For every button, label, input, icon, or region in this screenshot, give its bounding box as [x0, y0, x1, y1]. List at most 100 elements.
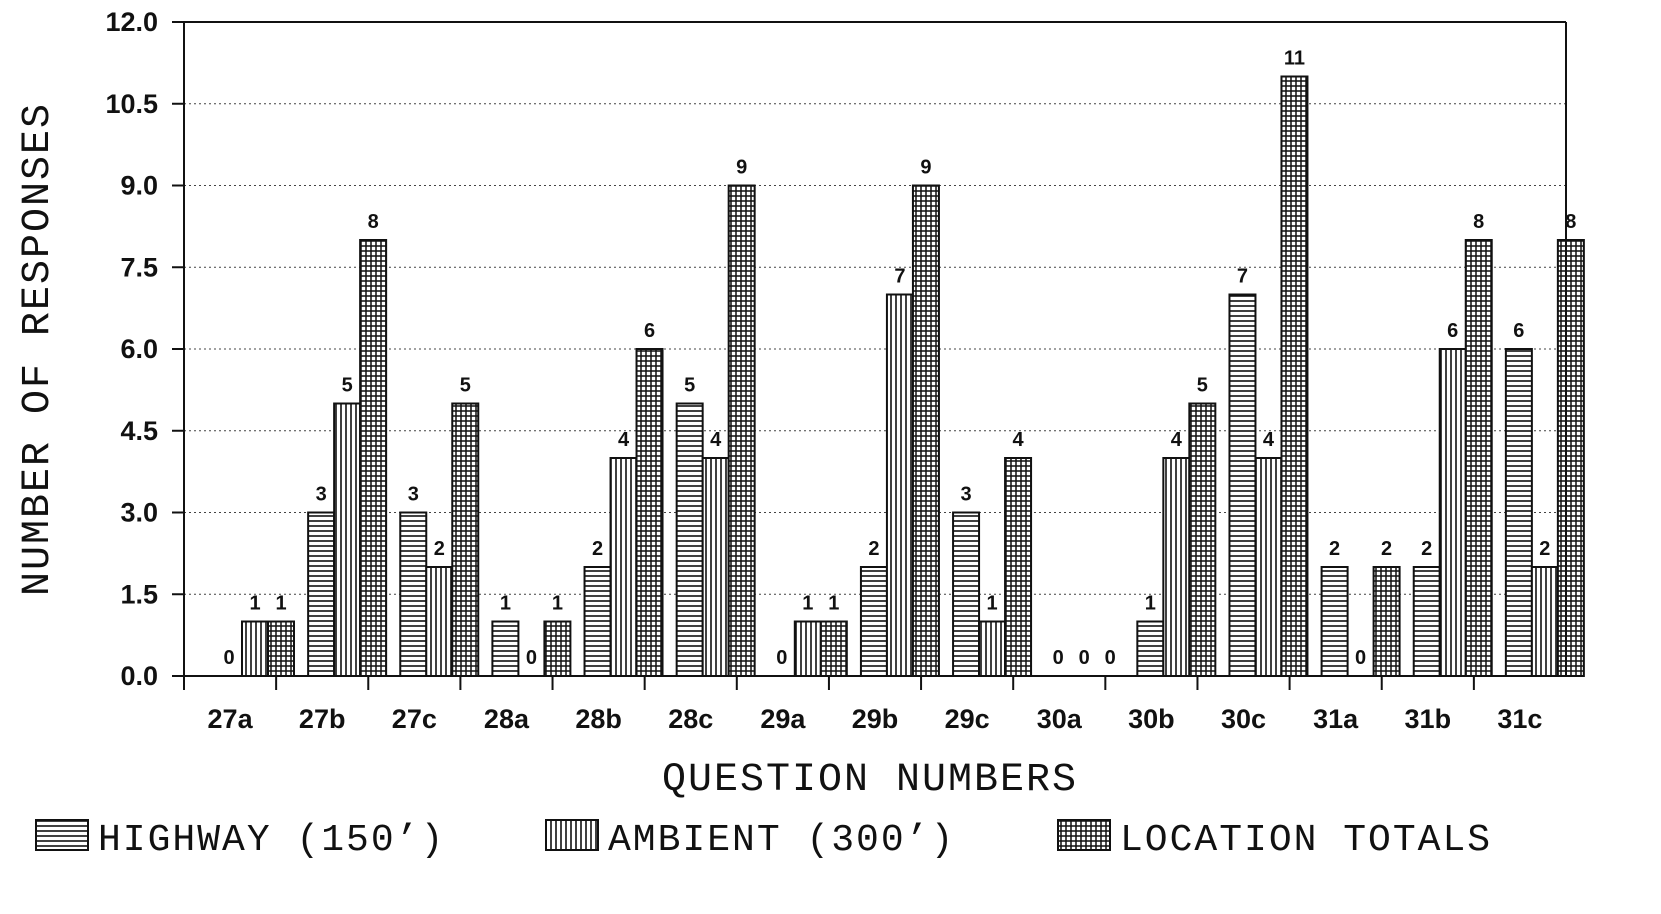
- bar-grid: [911, 184, 940, 677]
- data-label: 1: [987, 593, 998, 615]
- data-label: 4: [710, 429, 722, 451]
- data-label: 8: [1473, 211, 1484, 233]
- data-label: 1: [275, 593, 286, 615]
- x-tick-label: 27b: [299, 704, 346, 734]
- bar-grid: [451, 402, 480, 677]
- data-label: 5: [342, 375, 353, 397]
- data-label: 4: [618, 429, 630, 451]
- data-label: 7: [1237, 266, 1248, 288]
- gridlines: [184, 21, 1566, 595]
- x-tick-label: 31b: [1405, 704, 1452, 734]
- data-label: 2: [1329, 538, 1340, 560]
- x-tick-label: 29b: [852, 704, 899, 734]
- bar-vertical-lines: [793, 620, 822, 677]
- x-axis-title: QUESTION NUMBERS: [662, 758, 1078, 803]
- x-tick-label: 28a: [484, 704, 530, 734]
- bar-vertical-lines: [1254, 457, 1283, 677]
- x-tick-label: 29a: [760, 704, 806, 734]
- bar-vertical-lines: [701, 457, 730, 677]
- data-label: 5: [1197, 375, 1208, 397]
- bar-grid: [359, 239, 388, 677]
- y-tick-label: 12.0: [105, 7, 158, 37]
- y-tick-label: 1.5: [120, 579, 158, 609]
- bar-grid: [1280, 75, 1309, 677]
- bar-grid: [543, 620, 572, 677]
- x-tick-label: 27c: [392, 704, 437, 734]
- data-label: 2: [868, 538, 879, 560]
- data-label: 7: [894, 266, 905, 288]
- data-label: 6: [644, 320, 655, 342]
- bar-horizontal-lines: [583, 566, 612, 677]
- bar-grid: [1556, 239, 1585, 677]
- bar-horizontal-lines: [675, 402, 704, 677]
- x-tick-label: 31a: [1313, 704, 1359, 734]
- bar-horizontal-lines: [1412, 566, 1441, 677]
- x-tick-label: 30b: [1128, 704, 1175, 734]
- legend-label: LOCATION TOTALS: [1120, 819, 1492, 862]
- data-label: 0: [1053, 647, 1064, 669]
- data-label: 11: [1284, 48, 1305, 70]
- bar-horizontal-lines: [1228, 293, 1257, 677]
- data-label: 0: [223, 647, 234, 669]
- data-label: 4: [1263, 429, 1275, 451]
- bar-grid: [267, 620, 295, 677]
- data-label: 1: [500, 593, 511, 615]
- data-label: 6: [1513, 320, 1524, 342]
- x-tick-label: 28b: [575, 704, 622, 734]
- data-label: 1: [1145, 593, 1156, 615]
- bar-grid: [819, 620, 848, 677]
- data-label: 1: [802, 593, 813, 615]
- bar-grid: [1464, 239, 1493, 677]
- y-axis-title: NUMBER OF RESPONSES: [16, 102, 61, 596]
- legend-swatch-vertical-lines: [545, 819, 599, 851]
- bar-vertical-lines: [609, 457, 638, 677]
- bar-vertical-lines: [1530, 566, 1559, 677]
- x-tick-label: 30a: [1037, 704, 1083, 734]
- data-label: 3: [408, 484, 419, 506]
- x-tick-label: 28c: [668, 704, 713, 734]
- bar-horizontal-lines: [1504, 348, 1533, 677]
- bar-horizontal-lines: [491, 620, 520, 677]
- data-label: 8: [368, 211, 379, 233]
- x-tick-label: 29c: [945, 704, 990, 734]
- legend-label: AMBIENT (300’): [608, 819, 955, 862]
- data-label: 5: [684, 375, 695, 397]
- data-label: 2: [592, 538, 603, 560]
- legend-swatch-horizontal-lines: [35, 819, 89, 851]
- y-tick-label: 10.5: [105, 89, 158, 119]
- data-label: 8: [1565, 211, 1576, 233]
- x-tick-label: 27a: [208, 704, 254, 734]
- data-label: 6: [1447, 320, 1458, 342]
- bar-grid: [1004, 457, 1033, 677]
- data-label: 2: [434, 538, 445, 560]
- bar-horizontal-lines: [399, 511, 428, 677]
- data-label: 2: [1421, 538, 1432, 560]
- data-label: 0: [526, 647, 537, 669]
- data-label: 0: [1079, 647, 1090, 669]
- legend-swatch-grid: [1057, 819, 1111, 851]
- bar-horizontal-lines: [307, 511, 336, 677]
- bar-grid: [727, 184, 756, 677]
- bar-vertical-lines: [333, 402, 362, 677]
- data-label: 1: [828, 593, 839, 615]
- data-label: 9: [920, 157, 931, 179]
- y-tick-label: 7.5: [120, 252, 158, 282]
- data-label: 1: [552, 593, 563, 615]
- bar-vertical-lines: [1162, 457, 1191, 677]
- data-label: 0: [1105, 647, 1116, 669]
- y-tick-label: 4.5: [120, 416, 158, 446]
- data-label: 3: [316, 484, 327, 506]
- bar-horizontal-lines: [1136, 620, 1165, 677]
- bar-vertical-lines: [425, 566, 454, 677]
- bar-vertical-lines: [1438, 348, 1467, 677]
- data-label: 0: [776, 647, 787, 669]
- bar-vertical-lines: [978, 620, 1007, 677]
- x-tick-label: 30c: [1221, 704, 1266, 734]
- legend-label: HIGHWAY (150’): [98, 819, 445, 862]
- bar-grid: [1372, 566, 1401, 677]
- bar-horizontal-lines: [952, 511, 981, 677]
- legend: HIGHWAY (150’) AMBIENT (300’) LOCATION TOT…: [35, 819, 1492, 862]
